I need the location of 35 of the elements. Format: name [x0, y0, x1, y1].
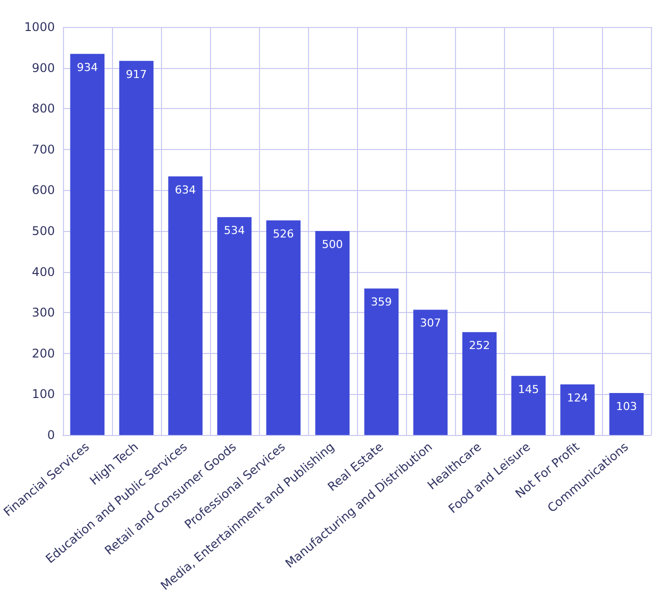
- y-tick-label: 400: [32, 264, 55, 279]
- data-label: 359: [370, 296, 392, 309]
- bar: [168, 176, 203, 435]
- y-tick-label: 900: [32, 60, 55, 75]
- data-label: 124: [566, 391, 588, 404]
- y-tick-label: 100: [32, 387, 55, 402]
- y-tick-label: 300: [32, 306, 55, 320]
- data-label: 307: [420, 316, 441, 330]
- data-label: 145: [518, 382, 539, 396]
- bar: [462, 332, 497, 435]
- data-label: 526: [272, 227, 294, 240]
- data-label: 500: [322, 238, 343, 251]
- bar: [266, 220, 301, 435]
- data-label: 534: [224, 224, 245, 238]
- bar: [119, 60, 154, 435]
- y-tick-label: 500: [32, 224, 55, 238]
- data-label: 917: [126, 68, 147, 81]
- bar: [511, 376, 546, 435]
- bar: [560, 384, 595, 435]
- data-label: 103: [616, 400, 637, 413]
- bar: [70, 54, 105, 435]
- bar: [413, 310, 448, 435]
- data-label: 252: [468, 339, 490, 352]
- y-tick-label: 0: [47, 428, 55, 442]
- y-tick-label: 1000: [24, 20, 55, 34]
- bar: [364, 288, 399, 435]
- y-tick-label: 600: [32, 183, 55, 198]
- bar: [315, 231, 350, 435]
- data-label: 934: [76, 60, 98, 74]
- bar: [609, 392, 644, 435]
- y-tick-label: 700: [32, 142, 55, 156]
- bar: [217, 217, 252, 435]
- y-tick-label: 800: [32, 102, 55, 116]
- y-tick-label: 200: [32, 346, 55, 360]
- data-label: 634: [174, 183, 196, 196]
